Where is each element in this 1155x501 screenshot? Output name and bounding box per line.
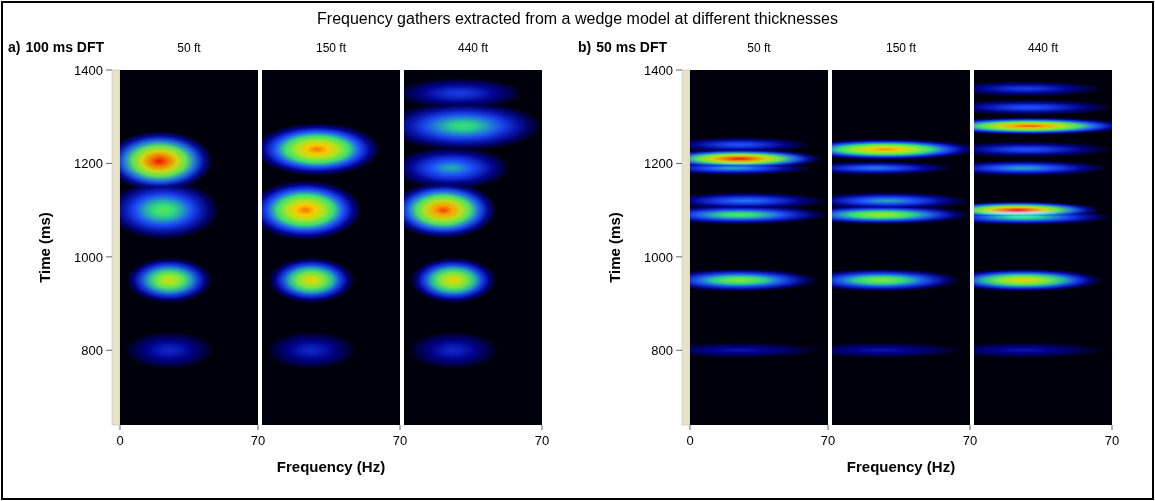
y-tick: [676, 350, 682, 351]
x-tick-label: 0: [686, 433, 693, 448]
y-tick-label: 1000: [74, 250, 103, 265]
spectral-blob: [690, 342, 826, 358]
y-axis-title: Time (ms): [606, 212, 623, 283]
x-tick: [970, 425, 971, 430]
y-tick: [676, 256, 682, 257]
figure-title: Frequency gathers extracted from a wedge…: [317, 10, 838, 27]
y-tick-label: 1000: [644, 250, 673, 265]
panel-title: 100 ms DFT: [25, 39, 104, 55]
spectral-blob: [974, 117, 1112, 135]
heatmap: [262, 123, 381, 370]
spectral-blob: [832, 342, 968, 358]
spectral-blob: [404, 147, 512, 190]
panel-title: 50 ms DFT: [596, 39, 667, 55]
spectral-blob: [262, 180, 362, 240]
x-axis-title: Frequency (Hz): [277, 458, 385, 475]
heatmap: [974, 81, 1112, 359]
figure: Frequency gathers extracted from a wedge…: [0, 0, 1155, 501]
spectral-blob: [690, 269, 820, 292]
plot-background: [120, 70, 258, 425]
spectral-blob: [404, 182, 497, 239]
x-tick: [120, 425, 121, 430]
heatmap: [120, 131, 220, 370]
x-tick: [258, 425, 259, 430]
spectral-blob: [690, 137, 813, 153]
y-tick: [106, 256, 112, 257]
panel-letter: a): [8, 39, 20, 55]
frame: [2, 2, 1153, 499]
panel-letter: b): [578, 39, 591, 55]
ruler: [112, 70, 120, 425]
y-tick: [106, 70, 112, 71]
y-tick-label: 1400: [74, 63, 103, 78]
x-tick: [1112, 425, 1113, 430]
x-tick-label: 70: [251, 433, 265, 448]
x-tick-label: 70: [963, 433, 977, 448]
spectral-blob: [126, 257, 213, 303]
x-axis-title: Frequency (Hz): [847, 458, 955, 475]
y-tick: [106, 350, 112, 351]
spectral-blob: [974, 269, 1104, 292]
plot-background: [262, 70, 400, 425]
y-tick-label: 1200: [74, 156, 103, 171]
x-tick-label: 70: [1105, 433, 1119, 448]
spectral-blob: [974, 342, 1110, 358]
spectral-blob: [832, 192, 970, 210]
x-tick: [400, 425, 401, 430]
x-tick-label: 70: [393, 433, 407, 448]
spectral-blob: [262, 123, 381, 176]
y-tick-label: 1400: [644, 63, 673, 78]
spectral-blob: [122, 331, 216, 370]
x-tick-label: 70: [821, 433, 835, 448]
y-axis-title: Time (ms): [36, 212, 53, 283]
panel: a) 100 ms DFT 800 1000 1200 1400 Time (ms) 50 f…: [8, 39, 549, 475]
spectral-blob: [404, 77, 526, 109]
panel: b) 50 ms DFT 800 1000 1200 1400 Time (ms) 50 ft…: [578, 39, 1130, 475]
ruler: [682, 70, 690, 425]
heatmap: [404, 77, 542, 369]
spectral-blob: [974, 81, 1106, 97]
subpanel-title: 440 ft: [458, 41, 489, 55]
heatmap: [690, 137, 828, 359]
x-tick-label: 70: [535, 433, 549, 448]
plot-background: [690, 70, 828, 425]
x-tick: [828, 425, 829, 430]
subpanel-title: 150 ft: [886, 41, 917, 55]
x-tick: [542, 425, 543, 430]
y-tick: [676, 163, 682, 164]
plot-background: [832, 70, 970, 425]
y-tick-label: 800: [651, 343, 673, 358]
spectral-blob: [690, 192, 828, 210]
x-tick-label: 0: [116, 433, 123, 448]
spectral-blob: [974, 201, 1101, 219]
spectral-blob: [406, 331, 500, 370]
spectral-blob: [832, 139, 970, 160]
y-tick: [676, 70, 682, 71]
spectral-blob: [410, 257, 497, 303]
y-tick-label: 800: [81, 343, 103, 358]
subpanel-title: 50 ft: [177, 41, 201, 55]
spectral-blob: [268, 257, 355, 303]
x-tick: [690, 425, 691, 430]
spectral-blob: [974, 160, 1110, 176]
spectral-blob: [974, 99, 1112, 115]
spectral-blob: [264, 331, 358, 370]
spectral-blob: [832, 161, 956, 175]
spectral-blob: [832, 269, 962, 292]
y-tick: [106, 163, 112, 164]
spectral-blob: [120, 131, 213, 191]
y-tick-label: 1200: [644, 156, 673, 171]
heatmap: [832, 139, 970, 358]
spectral-blob: [974, 141, 1112, 157]
subpanel-title: 50 ft: [747, 41, 771, 55]
subpanel-title: 150 ft: [316, 41, 347, 55]
subpanel-title: 440 ft: [1028, 41, 1059, 55]
